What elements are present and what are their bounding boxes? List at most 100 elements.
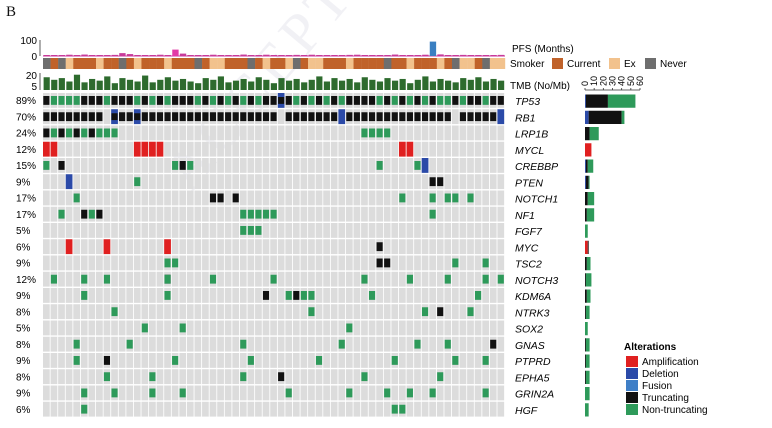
tmb-bar (384, 78, 391, 90)
frequency-axis-label: 10 (589, 76, 599, 86)
grid-cell (118, 320, 126, 336)
grid-cell (141, 369, 149, 385)
grid-cell (65, 223, 73, 238)
grid-cell (451, 288, 459, 303)
grid-cell (50, 353, 58, 368)
grid-cell (65, 353, 73, 368)
grid-cell (43, 304, 50, 320)
grid-cell (323, 239, 330, 255)
smoker-cell (315, 58, 324, 69)
smoker-cell (224, 58, 233, 69)
grid-cell (43, 320, 50, 336)
grid-cell (255, 255, 262, 271)
grid-cell (292, 239, 300, 255)
grid-cell (459, 353, 467, 368)
tmb-bar (149, 82, 156, 90)
mutation-mark (315, 96, 323, 105)
grid-cell (451, 369, 459, 385)
grid-cell (126, 206, 134, 222)
grid-cell (50, 401, 58, 417)
grid-cell (186, 288, 194, 303)
grid-cell (489, 158, 497, 173)
mutation-mark (429, 112, 436, 122)
grid-cell (156, 320, 164, 336)
smoker-cell (429, 58, 438, 69)
grid-cell (103, 190, 111, 206)
grid-cell (58, 271, 65, 287)
mutation-mark (247, 356, 254, 365)
grid-cell (247, 385, 255, 401)
grid-cell (474, 125, 482, 141)
mutation-mark (421, 307, 429, 317)
grid-cell (239, 288, 247, 303)
grid-cell (149, 190, 156, 206)
grid-cell (398, 223, 406, 238)
pfs-bar (369, 55, 376, 56)
grid-cell (179, 255, 187, 271)
grid-cell (436, 255, 444, 271)
grid-cell (497, 141, 505, 157)
grid-cell (277, 239, 285, 255)
grid-cell (308, 174, 315, 190)
pfs-bar (164, 55, 172, 56)
grid-cell (247, 158, 255, 173)
tmb-bar (43, 77, 50, 90)
smoker-cell (300, 58, 309, 69)
grid-cell (164, 353, 171, 368)
grid-cell (247, 125, 255, 141)
grid-cell (262, 141, 270, 157)
grid-cell (202, 353, 209, 368)
mutation-mark (406, 274, 413, 284)
grid-cell (398, 174, 406, 190)
grid-cell (376, 336, 383, 352)
grid-cell (88, 271, 96, 287)
grid-cell (308, 223, 315, 238)
pfs-bar (141, 55, 149, 56)
smoker-cell (247, 58, 256, 69)
grid-cell (277, 401, 285, 417)
grid-cell (270, 401, 277, 417)
grid-cell (186, 369, 194, 385)
grid-cell (209, 336, 217, 352)
mutation-mark (293, 112, 300, 122)
grid-cell (73, 288, 81, 303)
grid-cell (489, 125, 497, 141)
grid-cell (467, 336, 474, 352)
smoker-cell (65, 58, 74, 69)
grid-cell (436, 271, 444, 287)
grid-cell (444, 239, 452, 255)
mutation-mark (391, 404, 398, 414)
tmb-bar (308, 79, 315, 90)
grid-cell (444, 304, 452, 320)
grid-cell (186, 336, 194, 352)
grid-cell (353, 353, 361, 368)
grid-cell (50, 288, 58, 303)
mutation-mark (255, 96, 262, 105)
grid-cell (156, 190, 164, 206)
grid-cell (156, 304, 164, 320)
grid-cell (368, 174, 376, 190)
grid-cell (88, 158, 96, 173)
grid-cell (489, 141, 497, 157)
smoker-cell (141, 58, 150, 69)
grid-cell (186, 320, 194, 336)
grid-cell (202, 336, 209, 352)
mutation-mark (81, 96, 88, 105)
grid-cell (391, 141, 399, 157)
pfs-bar (104, 55, 111, 56)
grid-cell (255, 336, 262, 352)
grid-cell (58, 401, 65, 417)
grid-cell (133, 336, 141, 352)
grid-cell (58, 320, 65, 336)
legend-swatch (626, 368, 638, 379)
pfs-bar (316, 55, 323, 56)
pfs-bar (308, 54, 315, 56)
grid-cell (474, 353, 482, 368)
grid-cell (429, 320, 436, 336)
tmb-bar (361, 77, 368, 90)
grid-cell (202, 158, 209, 173)
grid-cell (80, 353, 88, 368)
grid-cell (232, 353, 240, 368)
frequency-bar-segment (586, 208, 595, 222)
smoker-legend-label: Current (567, 59, 601, 70)
